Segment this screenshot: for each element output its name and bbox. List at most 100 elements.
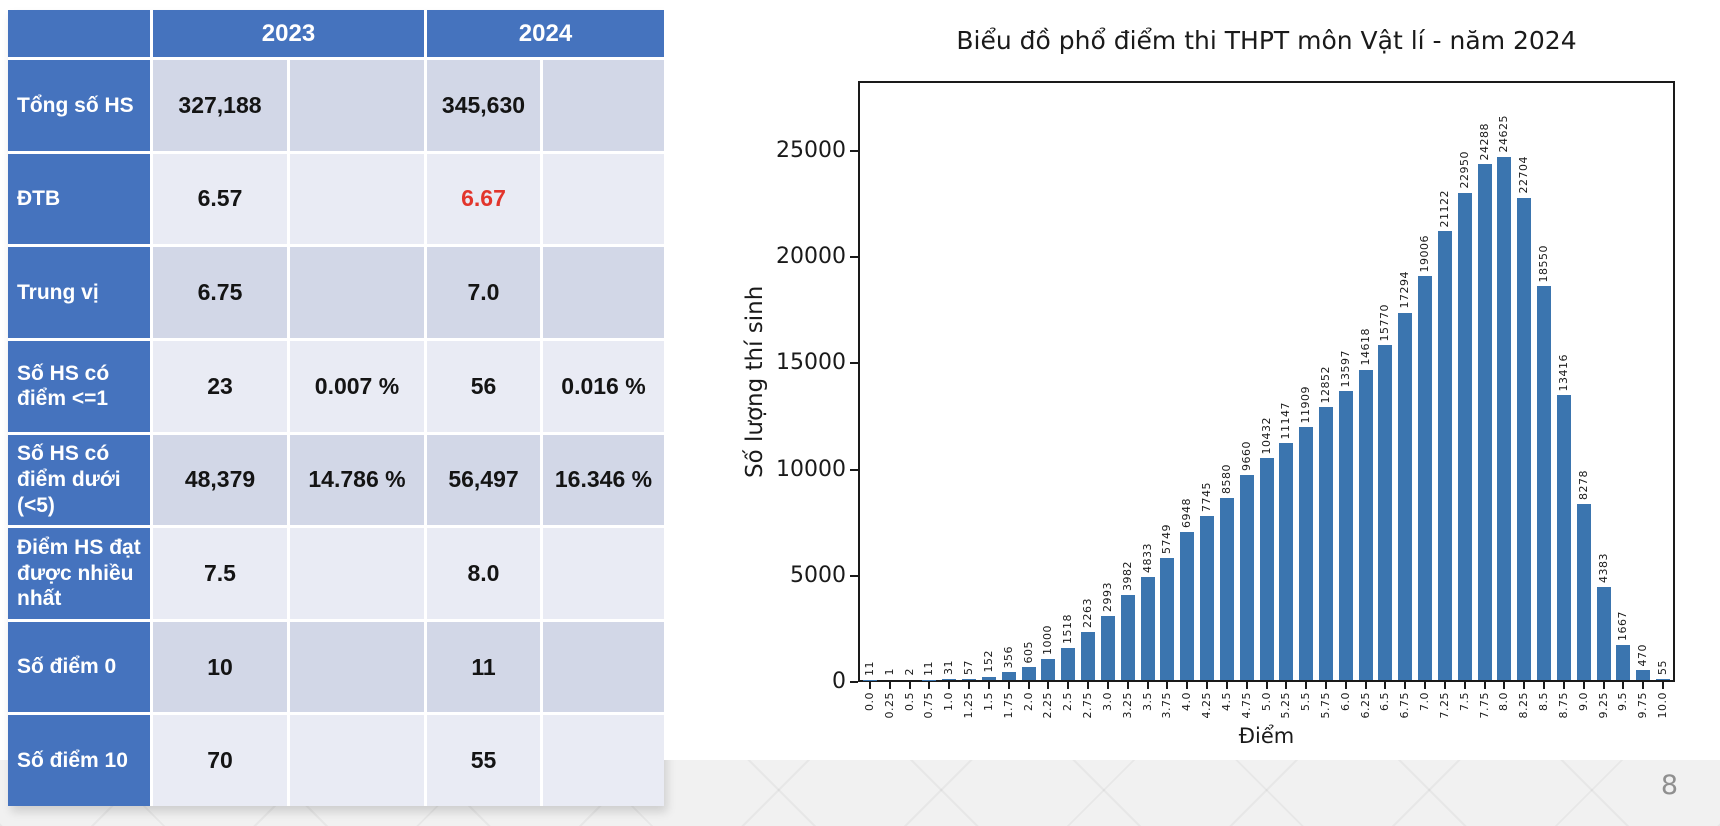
bar-value-label: 22704 (1517, 156, 1531, 194)
chart-title: Biểu đồ phổ điểm thi THPT môn Vật lí - n… (956, 26, 1577, 55)
bar (1279, 443, 1294, 680)
x-tick-label: 1.75 (1001, 692, 1015, 719)
x-tick-mark (1007, 682, 1010, 689)
bar-value-label: 31 (942, 660, 956, 676)
row-label: Số HS có điểm <=1 (8, 340, 150, 432)
x-tick-mark (1265, 682, 1268, 689)
value-cell: 70 (153, 715, 287, 806)
bar (1239, 474, 1254, 680)
bar-value-label: 11 (862, 660, 876, 676)
x-tick-mark (888, 682, 891, 689)
x-tick-label: 7.75 (1477, 692, 1491, 719)
bar (1160, 557, 1175, 680)
x-tick-mark (1285, 682, 1288, 689)
bar (1100, 616, 1115, 680)
x-tick-mark (1443, 682, 1446, 689)
bar-value-label: 356 (1001, 645, 1015, 669)
bar (1219, 497, 1234, 680)
bar-value-label: 1 (882, 668, 896, 676)
bar (1437, 231, 1452, 680)
bar (1497, 156, 1512, 680)
x-tick-mark (1166, 682, 1169, 689)
x-tick-label: 2.0 (1021, 692, 1035, 711)
bar-value-label: 152 (981, 650, 995, 673)
bar-value-label: 470 (1636, 643, 1650, 667)
value-cell: 23 (153, 340, 287, 432)
bar-value-label: 57 (962, 659, 976, 675)
x-tick-mark (1483, 682, 1486, 689)
bar (1001, 672, 1016, 680)
x-tick-label: 9.25 (1596, 692, 1610, 719)
value-cell (543, 621, 664, 713)
bar-value-label: 3982 (1120, 561, 1134, 592)
bar (942, 679, 957, 680)
bar-value-label: 9660 (1239, 440, 1253, 471)
y-axis-label: Số lượng thí sinh (742, 285, 768, 478)
value-cell: 0.007 % (290, 340, 424, 432)
value-cell: 327,188 (153, 60, 287, 151)
value-cell: 16.346 % (543, 434, 664, 526)
x-tick-label: 5.75 (1318, 692, 1332, 719)
x-tick-label: 2.25 (1041, 692, 1055, 719)
row-label: Số HS có điểm dưới (<5) (8, 434, 150, 526)
bar-value-label: 22950 (1457, 151, 1471, 189)
bar-value-label: 12852 (1318, 365, 1332, 404)
value-cell (290, 621, 424, 713)
x-tick-mark (1503, 682, 1506, 689)
x-tick-label: 8.5 (1537, 692, 1551, 711)
x-tick-mark (987, 682, 990, 689)
value-cell: 6.75 (153, 247, 287, 338)
bar (1200, 515, 1214, 680)
row-label: ĐTB (8, 153, 150, 245)
x-tick-mark (1384, 682, 1387, 689)
bar-value-label: 17294 (1398, 271, 1412, 309)
x-tick-label: 8.0 (1497, 692, 1511, 711)
x-tick-label: 6.0 (1338, 692, 1352, 711)
bar-value-label: 2 (902, 668, 916, 676)
x-tick-mark (1602, 682, 1605, 689)
x-tick-label: 0.75 (922, 692, 936, 719)
bar (1656, 678, 1671, 680)
x-tick-label: 7.5 (1457, 692, 1471, 711)
x-tick-label: 2.75 (1081, 692, 1095, 719)
x-tick-label: 0.0 (862, 692, 876, 711)
bar-value-label: 55 (1656, 659, 1670, 675)
value-cell (290, 153, 424, 245)
bar-value-label: 2993 (1100, 582, 1114, 613)
y-tick-label: 25000 (776, 138, 846, 163)
value-cell: 6.57 (153, 153, 287, 245)
value-cell (290, 715, 424, 806)
x-tick-label: 6.5 (1378, 692, 1392, 711)
value-cell: 56,497 (427, 434, 540, 526)
x-tick-mark (948, 682, 951, 689)
x-tick-mark (1523, 682, 1526, 689)
bar-value-label: 8580 (1219, 463, 1233, 494)
x-tick-label: 1.0 (942, 692, 956, 711)
value-cell: 345,630 (427, 60, 540, 151)
bar (1596, 586, 1611, 680)
value-cell: 7.0 (427, 247, 540, 338)
bar-value-label: 13416 (1556, 353, 1570, 392)
x-tick-mark (1582, 682, 1585, 689)
bar-value-label: 18550 (1537, 244, 1551, 283)
x-tick-mark (1087, 682, 1090, 689)
value-cell: 56 (427, 340, 540, 432)
x-tick-label: 3.75 (1160, 692, 1174, 719)
x-tick-mark (1027, 682, 1030, 689)
y-tick-mark (850, 574, 858, 577)
bar-value-label: 10432 (1259, 416, 1273, 455)
x-tick-mark (928, 682, 931, 689)
y-tick-mark (850, 468, 858, 471)
bar (981, 676, 996, 680)
x-tick-mark (1344, 682, 1347, 689)
bar (1378, 345, 1393, 680)
y-tick-mark (850, 681, 858, 683)
x-tick-mark (1047, 682, 1050, 689)
y-tick-label: 15000 (776, 350, 846, 376)
value-cell: 10 (153, 621, 287, 713)
value-cell (290, 247, 424, 338)
bar (1338, 391, 1353, 680)
row-label: Điểm HS đạt được nhiều nhất (8, 528, 150, 619)
row-label: Số điểm 0 (8, 621, 150, 713)
x-tick-mark (1424, 682, 1427, 689)
